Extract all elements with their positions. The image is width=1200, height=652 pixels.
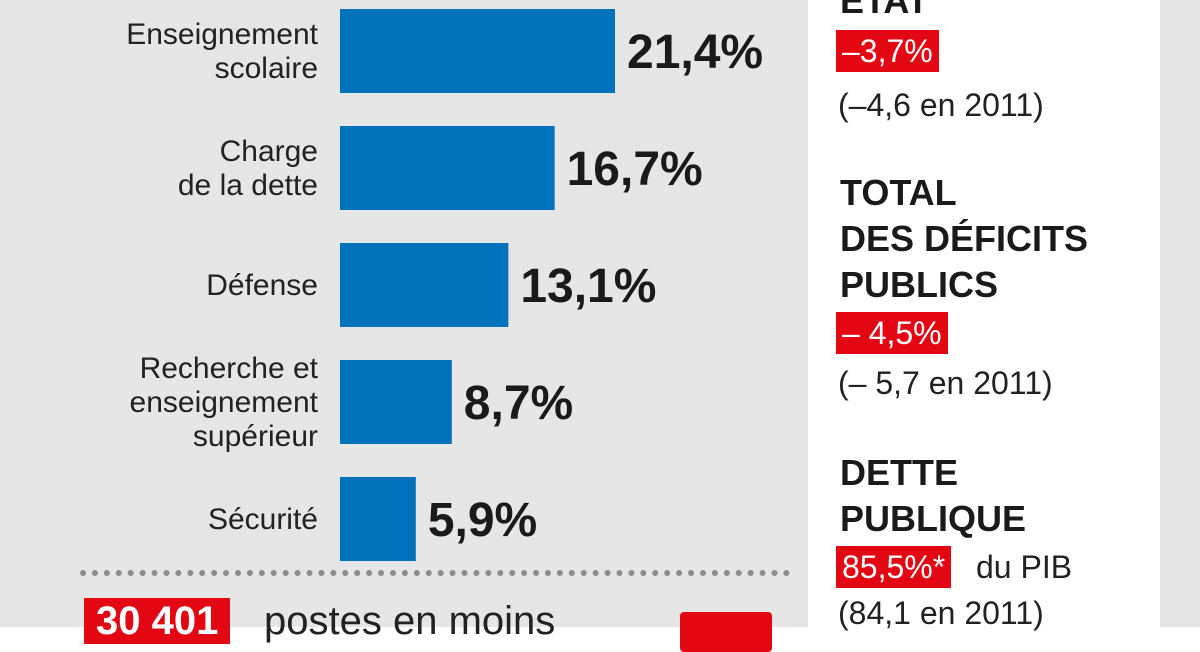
dette-value-suffix: du PIB [976, 549, 1073, 585]
value-label-2: 13,1% [520, 260, 656, 313]
dotted-divider [80, 570, 790, 576]
category-label-line: Défense [206, 269, 318, 302]
right-margin [1160, 0, 1200, 627]
deficits-value-badge: – 4,5% [836, 312, 948, 354]
category-label-line: scolaire [215, 52, 318, 85]
deficits-note: (– 5,7 en 2011) [838, 365, 1053, 401]
category-label-line: supérieur [193, 420, 318, 453]
category-label-line: de la dette [178, 169, 318, 202]
dette-value-badge: 85,5%* [836, 546, 952, 588]
summary-panel: ÉTAT –3,7% (–4,6 en 2011) TOTAL DES DÉFI… [808, 0, 1200, 631]
red-marker [680, 612, 772, 652]
bar-3 [340, 360, 452, 444]
etat-title: ÉTAT [840, 0, 929, 21]
chart-panel: 21,4% Enseignement scolaire 16,7% Charge de l… [0, 0, 808, 652]
deficits-title-line-3: PUBLICS [840, 264, 999, 305]
bar-1 [340, 126, 555, 210]
value-label-0: 21,4% [627, 26, 763, 79]
value-label-3: 8,7% [464, 377, 573, 430]
category-label-line: Enseignement [126, 18, 318, 51]
category-label-2: Défense [206, 269, 318, 302]
bar-2 [340, 243, 509, 327]
etat-value-badge: –3,7% [836, 30, 939, 72]
etat-note: (–4,6 en 2011) [838, 87, 1044, 123]
jobs-count-badge: 30 401 [84, 598, 231, 644]
category-label-1: Charge de la dette [178, 135, 318, 202]
category-label-line: Sécurité [208, 503, 318, 536]
dette-note: (84,1 en 2011) [838, 595, 1044, 631]
dette-title-line-1: DETTE [840, 452, 959, 493]
deficits-title-line-2: DES DÉFICITS [840, 218, 1089, 259]
category-label-line: enseignement [130, 386, 319, 419]
value-label-1: 16,7% [567, 143, 703, 196]
deficits-title-line-1: TOTAL [840, 172, 957, 213]
jobs-count-text: postes en moins [264, 599, 556, 643]
category-label-line: Charge [220, 135, 318, 168]
category-label-4: Sécurité [208, 503, 318, 536]
category-label-0: Enseignement scolaire [126, 18, 318, 85]
bar-chart: 21,4% Enseignement scolaire 16,7% Charge de l… [126, 9, 763, 561]
category-label-line: Recherche et [140, 352, 319, 385]
value-label-4: 5,9% [428, 494, 537, 547]
category-label-3: Recherche et enseignement supérieur [130, 352, 319, 453]
bar-4 [340, 477, 416, 561]
dette-title-line-2: PUBLIQUE [840, 498, 1027, 539]
bar-0 [340, 9, 615, 93]
